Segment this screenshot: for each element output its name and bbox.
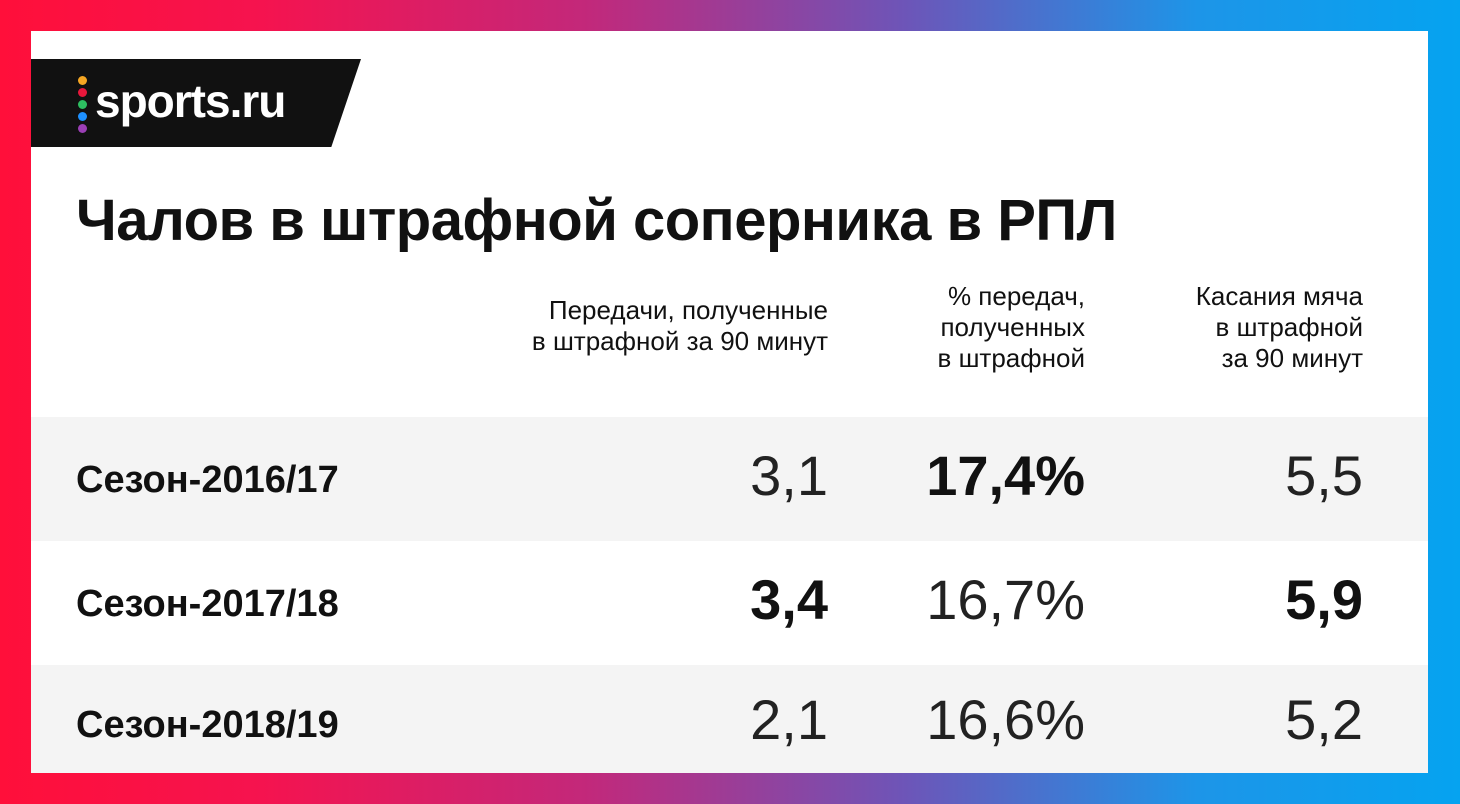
cell-touches: 5,5 xyxy=(1285,444,1363,507)
cell-passes: 3,4 xyxy=(750,568,828,631)
cell-passes: 2,1 xyxy=(750,688,828,751)
logo-dot xyxy=(78,124,87,133)
cell-pass-percent: 17,4% xyxy=(926,444,1085,507)
column-header-passes: Передачи, полученные в штрафной за 90 ми… xyxy=(531,295,828,356)
season-label: Сезон-2017/18 xyxy=(76,583,339,625)
season-label: Сезон-2018/19 xyxy=(76,704,339,746)
cell-pass-percent: 16,7% xyxy=(926,568,1085,631)
infographic-card: sports.ru Чалов в штрафной соперника в Р… xyxy=(31,31,1428,773)
logo-dot xyxy=(78,100,87,109)
column-header-pass-percent: % передач, полученных в штрафной xyxy=(937,281,1085,373)
logo-text: sports.ru xyxy=(95,75,286,127)
season-label: Сезон-2016/17 xyxy=(76,459,339,501)
table-row: Сезон-2017/18 3,4 16,7% 5,9 xyxy=(31,541,1428,665)
logo-dot xyxy=(78,88,87,97)
logo-dot xyxy=(78,112,87,121)
cell-passes: 3,1 xyxy=(750,444,828,507)
chart-title: Чалов в штрафной соперника в РПЛ xyxy=(76,188,1117,253)
sports-ru-logo: sports.ru xyxy=(31,59,361,147)
cell-touches: 5,9 xyxy=(1285,568,1363,631)
table-row: Сезон-2018/19 2,1 16,6% 5,2 xyxy=(31,665,1428,773)
cell-pass-percent: 16,6% xyxy=(926,688,1085,751)
table-row: Сезон-2016/17 3,1 17,4% 5,5 xyxy=(31,417,1428,541)
cell-touches: 5,2 xyxy=(1285,688,1363,751)
logo-dot xyxy=(78,76,87,85)
column-header-touches: Касания мяча в штрафной за 90 минут xyxy=(1195,281,1363,373)
logo-dots-icon xyxy=(78,76,88,133)
